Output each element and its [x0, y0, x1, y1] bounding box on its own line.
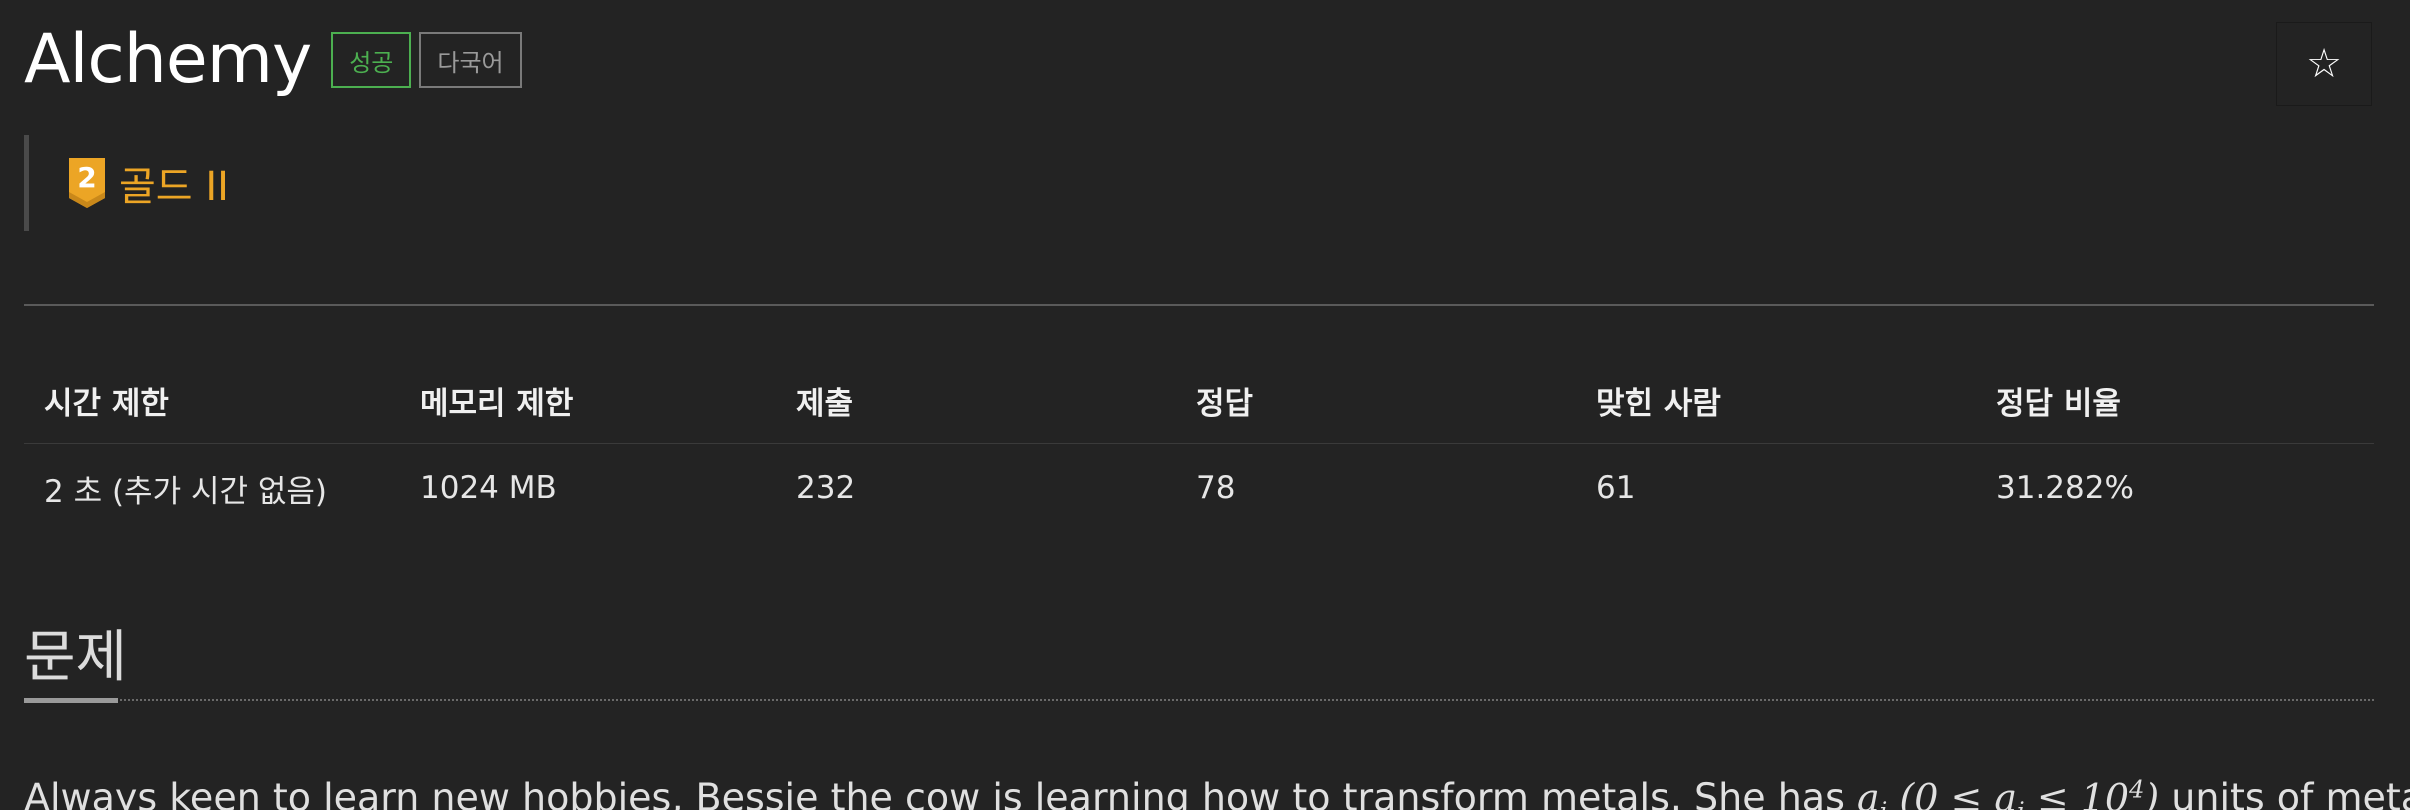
value-accept-ratio: 31.282%: [1996, 470, 2134, 506]
section-rule: [24, 699, 2374, 701]
description-text: Always keen to learn new hobbies, Bessie…: [24, 775, 1857, 810]
math-range-close: ): [2144, 775, 2160, 810]
description-text-tail: units of metal: [2159, 775, 2410, 810]
math-var: a: [1856, 775, 1880, 810]
math-range-mid: ≤ 10: [2024, 775, 2130, 810]
math-expression: ai (0 ≤ ai ≤ 104): [1856, 775, 2160, 810]
math-sub-2: i: [2017, 797, 2025, 810]
value-submissions: 232: [796, 470, 856, 506]
gold-tier-icon: 2: [69, 158, 105, 208]
stats-table: 시간 제한 메모리 제한 제출 정답 맞힌 사람 정답 비율 2 초 (추가 시…: [24, 358, 2374, 532]
problem-section-title: 문제: [24, 625, 128, 690]
math-exp: 4: [2129, 775, 2145, 803]
value-time-limit: 2 초 (추가 시간 없음): [44, 473, 327, 510]
multilang-badge[interactable]: 다국어: [419, 32, 522, 88]
tier-label[interactable]: 골드 II: [119, 164, 229, 210]
section-underline: [24, 698, 118, 703]
problem-description: Always keen to learn new hobbies, Bessie…: [24, 775, 2410, 810]
header-memory-limit: 메모리 제한: [420, 386, 574, 422]
value-solvers: 61: [1596, 470, 1636, 506]
stats-value-row: 2 초 (추가 시간 없음) 1024 MB 232 78 61 31.282%: [24, 444, 2374, 532]
header-solvers: 맞힌 사람: [1596, 386, 1721, 422]
tier-box: 2 골드 II: [24, 135, 229, 231]
favorite-button[interactable]: ☆: [2276, 22, 2372, 106]
value-accepted: 78: [1196, 470, 1236, 506]
tier-number: 2: [77, 161, 96, 194]
header-accepted: 정답: [1196, 386, 1254, 422]
title-row: Alchemy 성공 다국어: [24, 26, 522, 94]
problem-title: Alchemy: [24, 20, 312, 99]
stats-header-row: 시간 제한 메모리 제한 제출 정답 맞힌 사람 정답 비율: [24, 358, 2374, 444]
math-range-open: (0 ≤: [1887, 775, 1995, 810]
math-var-2: a: [1994, 775, 2018, 810]
success-badge: 성공: [331, 32, 412, 88]
header-time-limit: 시간 제한: [44, 386, 169, 422]
value-memory-limit: 1024 MB: [420, 470, 557, 506]
header-accept-ratio: 정답 비율: [1996, 386, 2121, 422]
header-submissions: 제출: [796, 386, 854, 422]
star-icon: ☆: [2306, 41, 2342, 87]
header-divider: [24, 304, 2374, 306]
math-sub: i: [1880, 797, 1888, 810]
